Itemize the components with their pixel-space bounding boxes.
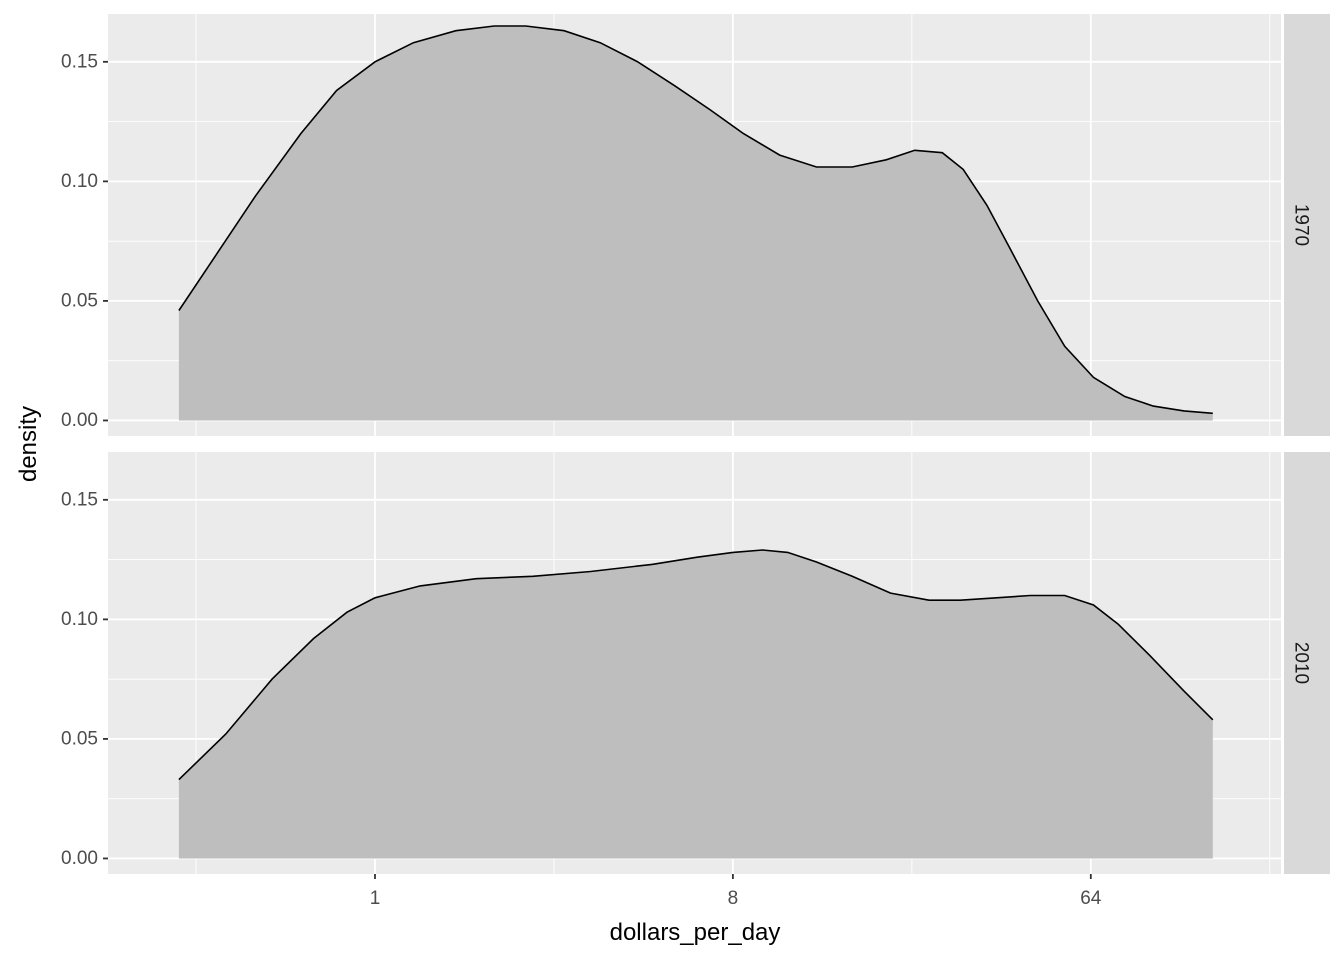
density-area-2010: [178, 549, 1214, 859]
x-tick-label: 8: [728, 888, 739, 909]
y-ticks-2010: 0.00 0.05 0.10 0.15: [61, 489, 108, 869]
x-axis-title: dollars_per_day: [610, 919, 781, 946]
y-tick-label: 0.15: [61, 489, 98, 510]
y-tick-label: 0.00: [61, 410, 98, 431]
x-tick-label: 1: [370, 888, 381, 909]
y-tick-label: 0.15: [61, 51, 98, 72]
density-area-1970: [178, 25, 1213, 421]
x-tick-label: 64: [1080, 888, 1102, 909]
y-axis-title: density: [15, 406, 42, 482]
y-tick-label: 0.00: [61, 848, 98, 869]
facet-panel-2010: 2010 0.00 0.05 0.10 0.15: [61, 452, 1330, 874]
density-fill-1970: [178, 26, 1213, 421]
y-tick-label: 0.05: [61, 728, 98, 749]
facet-strip-2010: [1284, 452, 1330, 874]
y-ticks-1970: 0.00 0.05 0.10 0.15: [61, 51, 108, 431]
y-tick-label: 0.10: [61, 609, 98, 630]
y-tick-label: 0.10: [61, 171, 98, 192]
y-tick-label: 0.05: [61, 290, 98, 311]
density-fill-2010: [178, 550, 1213, 859]
facet-panel-1970: 1970 0.00 0.05 0.10 0.15: [61, 14, 1330, 436]
density-line-2010: [178, 549, 1214, 781]
density-line-1970: [178, 25, 1213, 415]
x-axis: 1 8 64: [370, 874, 1102, 909]
facet-strip-1970: [1284, 14, 1330, 436]
facet-label-2010: 2010: [1291, 642, 1312, 684]
facet-label-1970: 1970: [1291, 204, 1312, 246]
